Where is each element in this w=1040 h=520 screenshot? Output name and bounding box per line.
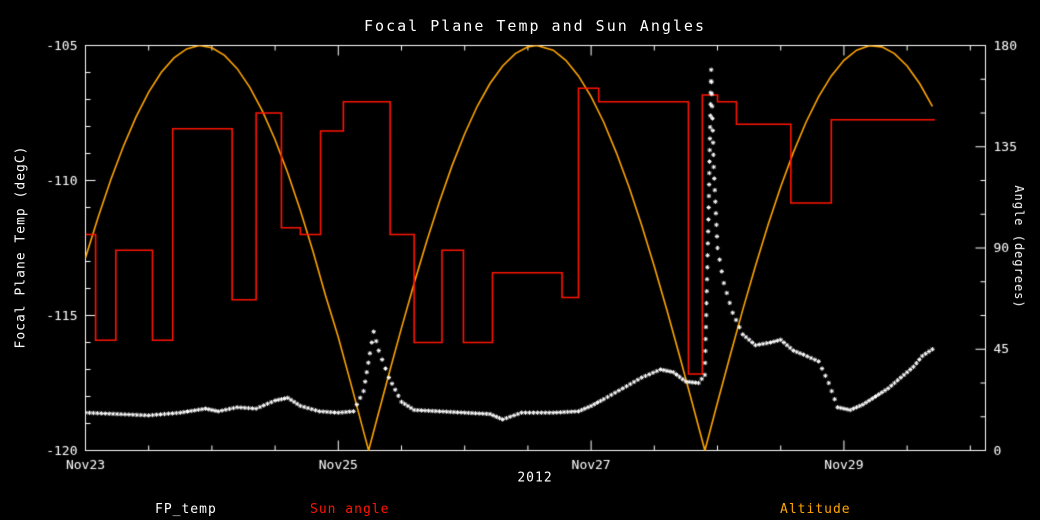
chart-figure: Focal Plane Temp and Sun Angles Focal Pl… (0, 0, 1040, 520)
chart-canvas (0, 0, 1040, 520)
